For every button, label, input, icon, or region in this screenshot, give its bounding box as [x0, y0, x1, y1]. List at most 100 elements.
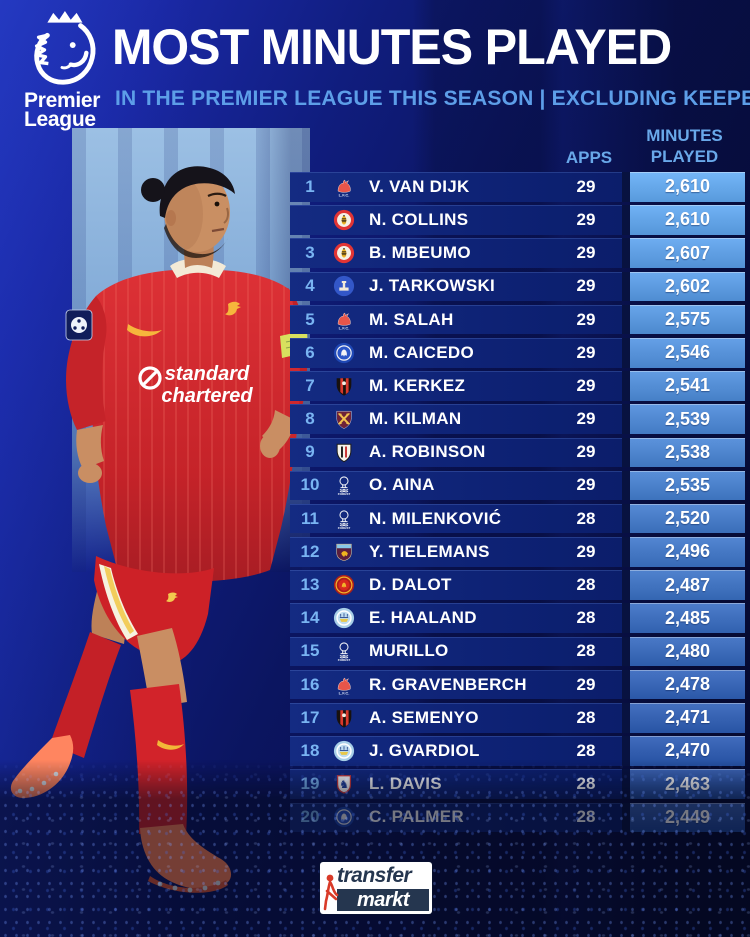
- apps-cell: 28: [576, 641, 596, 661]
- table-row: 12 Y. TIELEMANS 29 2,496: [290, 537, 745, 567]
- column-header-apps: APPS: [565, 148, 613, 167]
- player-name: A. ROBINSON: [369, 442, 486, 462]
- everton-badge: [333, 275, 355, 297]
- brentford-badge: [333, 209, 355, 231]
- rank-cell: 9: [305, 442, 315, 462]
- player-name: Y. TIELEMANS: [369, 541, 490, 561]
- player-photo: standard chartered: [10, 166, 308, 893]
- table-rows: 1 V. VAN DIJK 29 2,610 N. COLLINS 29 2,6…: [290, 172, 745, 836]
- mancity-badge: [333, 740, 355, 762]
- apps-cell: 29: [576, 375, 596, 395]
- apps-cell: 28: [576, 707, 596, 727]
- player-name: MURILLO: [369, 641, 449, 661]
- rank-cell: 1: [305, 176, 315, 196]
- player-name: D. DALOT: [369, 575, 452, 595]
- player-name: B. MBEUMO: [369, 243, 471, 263]
- player-name: C. PALMER: [369, 807, 464, 827]
- minutes-cell: 2,449: [622, 802, 745, 833]
- fulham-badge: [333, 441, 355, 463]
- table-row: 11 N. MILENKOVIĆ 28 2,520: [290, 503, 745, 534]
- liverpool-badge: [333, 674, 355, 696]
- rank-cell: 14: [300, 608, 320, 628]
- rank-cell: 5: [305, 309, 315, 329]
- player-name: A. SEMENYO: [369, 707, 479, 727]
- table-row: 1 V. VAN DIJK 29 2,610: [290, 172, 745, 202]
- rank-cell: 3: [305, 243, 315, 263]
- minutes-cell: 2,520: [622, 503, 745, 534]
- player-front-boot: [140, 824, 232, 890]
- player-sock: [130, 684, 188, 836]
- player-name: L. DAVIS: [369, 774, 442, 794]
- minutes-cell: 2,602: [622, 271, 745, 302]
- nike-swoosh-icon: [127, 324, 162, 337]
- table-row: 15 MURILLO 28 2,480: [290, 636, 745, 667]
- bournemouth-badge: [333, 707, 355, 729]
- table-row: 13 D. DALOT 28 2,487: [290, 570, 745, 600]
- brentford-badge: [333, 242, 355, 264]
- apps-cell: 28: [576, 608, 596, 628]
- table-row: 3 B. MBEUMO 29 2,607: [290, 238, 745, 268]
- player-head: [164, 172, 230, 252]
- minutes-cell: 2,496: [622, 537, 745, 567]
- column-header-minutes-line1: MINUTES: [646, 126, 723, 145]
- westham-badge: [333, 408, 355, 430]
- apps-cell: 29: [576, 541, 596, 561]
- apps-cell: 29: [576, 442, 596, 462]
- rank-cell: 17: [300, 707, 320, 727]
- shirt-sponsor-line1: standard: [165, 363, 250, 385]
- table-row: 19 L. DAVIS 28 2,463: [290, 769, 745, 799]
- minutes-cell: 2,478: [622, 669, 745, 700]
- rank-cell: 4: [305, 276, 315, 296]
- table-row: 5 M. SALAH 29 2,575: [290, 304, 745, 335]
- apps-cell: 28: [576, 807, 596, 827]
- chelsea-badge: [333, 806, 355, 828]
- minutes-cell: 2,539: [622, 404, 745, 434]
- apps-cell: 29: [576, 243, 596, 263]
- page-subtitle: IN THE PREMIER LEAGUE THIS SEASON | EXCL…: [115, 87, 750, 110]
- table-row: 18 J. GVARDIOL 28 2,470: [290, 736, 745, 766]
- player-hair-bun: [141, 178, 165, 202]
- transfermarkt-kicker-icon: [323, 874, 339, 911]
- manutd-badge: [333, 574, 355, 596]
- player-back-thigh: [91, 580, 136, 644]
- player-name: J. TARKOWSKI: [369, 276, 496, 296]
- apps-cell: 29: [576, 409, 596, 429]
- apps-cell: 29: [576, 475, 596, 495]
- rank-cell: 11: [301, 508, 319, 528]
- rank-cell: 15: [300, 641, 320, 661]
- ipswich-badge: [333, 773, 355, 795]
- player-name: M. SALAH: [369, 309, 454, 329]
- table-row: N. COLLINS 29 2,610: [290, 205, 745, 235]
- apps-cell: 28: [576, 774, 596, 794]
- transfermarkt-word-markt: markt: [357, 888, 409, 911]
- minutes-cell: 2,575: [622, 304, 745, 335]
- rank-cell: 7: [305, 375, 315, 395]
- player-name: N. COLLINS: [369, 209, 469, 229]
- table-row: 20 C. PALMER 28 2,449: [290, 802, 745, 833]
- minutes-cell: 2,535: [622, 470, 745, 501]
- minutes-cell: 2,538: [622, 437, 745, 468]
- forest-badge: [333, 508, 355, 530]
- minutes-cell: 2,541: [622, 371, 745, 401]
- apps-cell: 28: [576, 508, 596, 528]
- rank-cell: 10: [300, 475, 320, 495]
- minutes-cell: 2,471: [622, 703, 745, 733]
- rank-cell: 12: [300, 541, 320, 561]
- rank-cell: 6: [305, 342, 315, 362]
- apps-cell: 29: [576, 209, 596, 229]
- transfermarkt-markt-box: markt: [337, 889, 429, 911]
- chelsea-badge: [333, 342, 355, 364]
- liverpool-badge: [333, 176, 355, 198]
- table-row: 10 O. AINA 29 2,535: [290, 470, 745, 501]
- rank-cell: 13: [300, 575, 320, 595]
- rank-cell: 8: [305, 409, 315, 429]
- minutes-cell: 2,610: [622, 172, 745, 202]
- apps-cell: 29: [576, 674, 596, 694]
- minutes-cell: 2,463: [622, 769, 745, 799]
- liverpool-badge: [333, 309, 355, 331]
- player-name: J. GVARDIOL: [369, 740, 480, 760]
- player-name: M. CAICEDO: [369, 342, 474, 362]
- league-name-line1: Premier: [24, 89, 101, 112]
- premier-league-logo: Premier League: [22, 10, 118, 130]
